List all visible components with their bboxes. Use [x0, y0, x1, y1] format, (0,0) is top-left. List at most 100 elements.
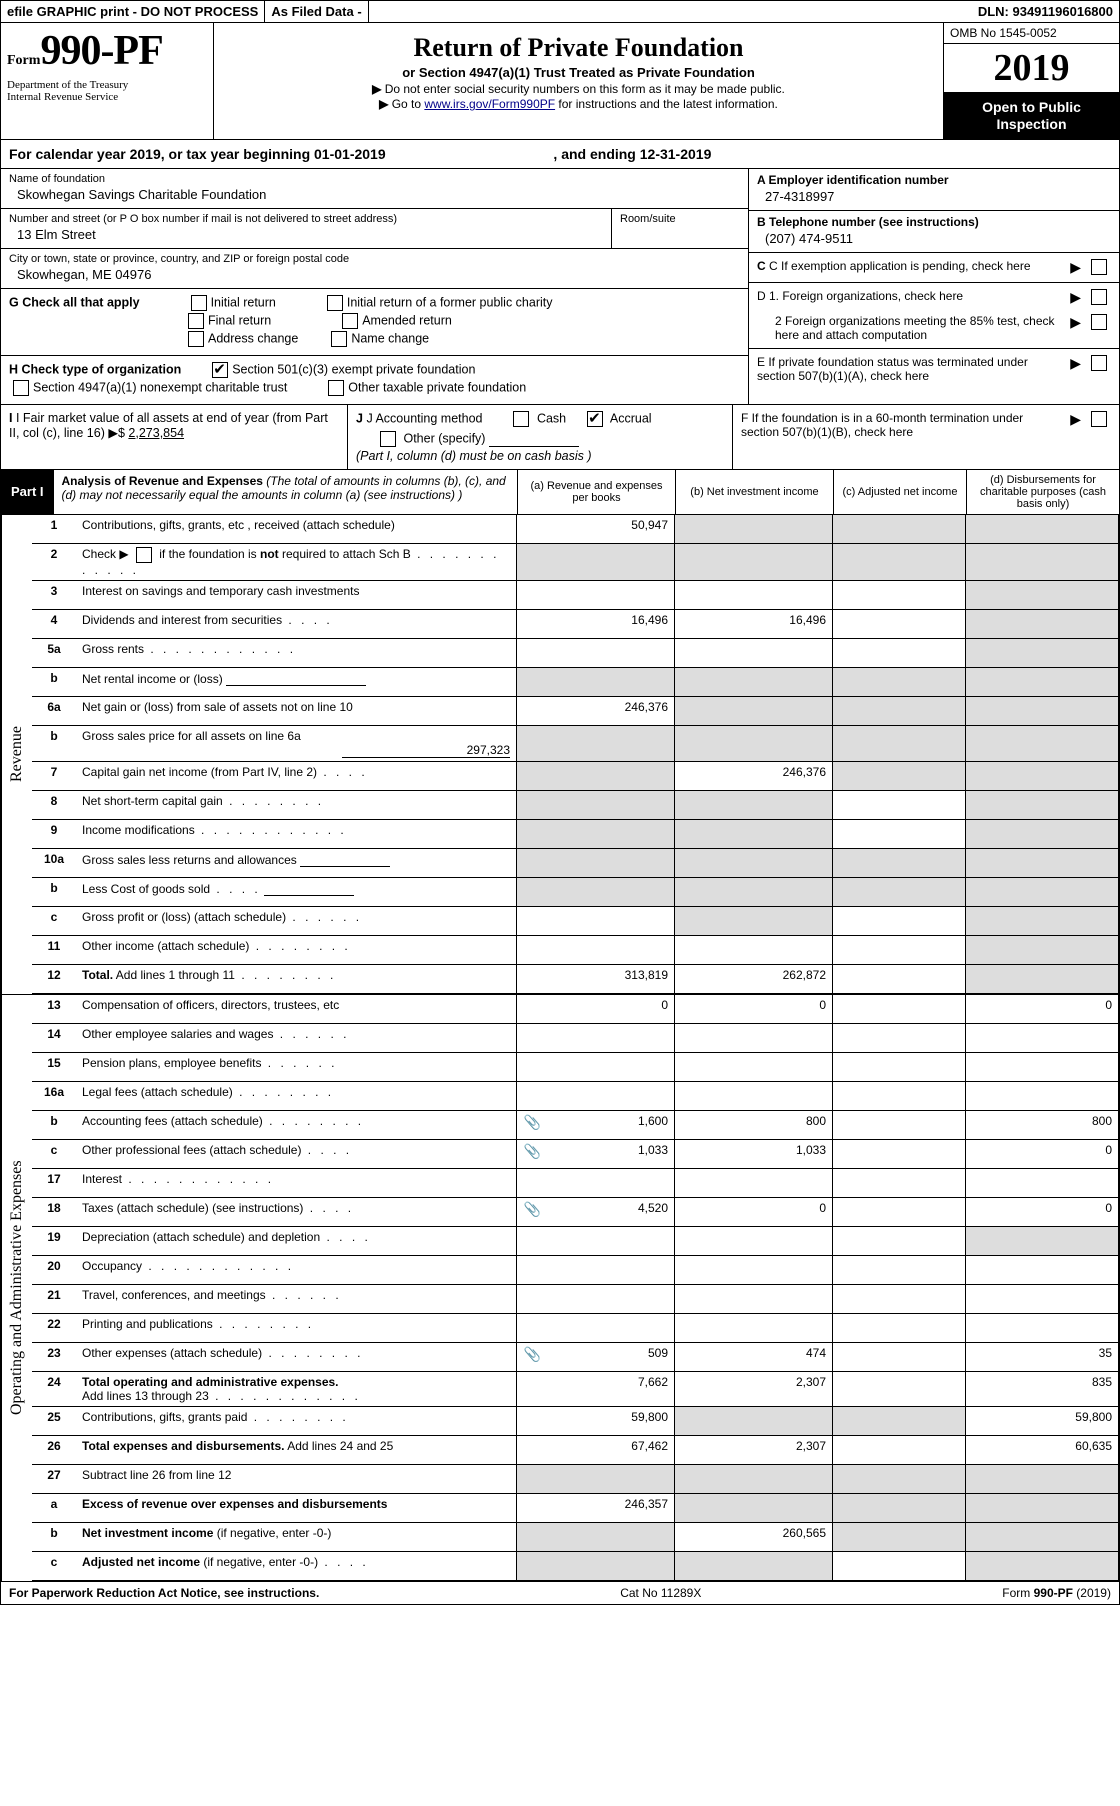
dept-treasury: Department of the Treasury — [7, 79, 207, 91]
d1-label: D 1. Foreign organizations, check here — [757, 289, 1064, 303]
other-method-line — [489, 432, 579, 447]
arrow-icon: ▶ — [1070, 259, 1081, 276]
page-footer: For Paperwork Reduction Act Notice, see … — [1, 1581, 1119, 1604]
expenses-side-label: Operating and Administrative Expenses — [1, 995, 32, 1581]
sec-j: J J Accounting method Cash Accrual Other… — [348, 405, 733, 469]
chk-f[interactable] — [1091, 411, 1107, 427]
chk-other-method[interactable] — [380, 431, 396, 447]
col-c-head: (c) Adjusted net income — [833, 470, 966, 514]
table-row: 4Dividends and interest from securities1… — [32, 609, 1119, 638]
chk-501c3[interactable] — [212, 362, 228, 378]
table-row: 1Contributions, gifts, grants, etc , rec… — [32, 515, 1119, 544]
table-row: aExcess of revenue over expenses and dis… — [32, 1493, 1119, 1522]
footer-catno: Cat No 11289X — [620, 1586, 701, 1600]
table-row: 23Other expenses (attach schedule)📎50947… — [32, 1342, 1119, 1371]
table-row: 24Total operating and administrative exp… — [32, 1371, 1119, 1406]
lbl-address-change: Address change — [208, 331, 298, 345]
chk-name-change[interactable] — [331, 331, 347, 347]
ein-cell: A Employer identification number 27-4318… — [749, 169, 1119, 211]
omb-number: OMB No 1545-0052 — [944, 23, 1119, 44]
chk-cash[interactable] — [513, 411, 529, 427]
cal-year-begin: For calendar year 2019, or tax year begi… — [9, 146, 386, 162]
f-label: F If the foundation is in a 60-month ter… — [741, 411, 1064, 463]
check-h: H Check type of organization Section 501… — [1, 356, 748, 404]
table-row: cAdjusted net income (if negative, enter… — [32, 1551, 1119, 1580]
table-row: 15Pension plans, employee benefits — [32, 1052, 1119, 1081]
table-row: 18Taxes (attach schedule) (see instructi… — [32, 1197, 1119, 1226]
table-row: 8Net short-term capital gain — [32, 790, 1119, 819]
arrow-icon: ▶ — [1070, 411, 1081, 463]
form-number-block: Form990-PF Department of the Treasury In… — [1, 23, 214, 139]
i-value: 2,273,854 — [128, 426, 184, 440]
table-row: 3Interest on savings and temporary cash … — [32, 580, 1119, 609]
efile-label: efile GRAPHIC print - DO NOT PROCESS — [1, 1, 265, 22]
chk-d2[interactable] — [1091, 314, 1107, 330]
asfiled-label: As Filed Data - — [265, 1, 368, 22]
expenses-section: Operating and Administrative Expenses 13… — [1, 994, 1119, 1581]
year-block: OMB No 1545-0052 2019 Open to Public Ins… — [943, 23, 1119, 139]
chk-initial-former[interactable] — [327, 295, 343, 311]
chk-e[interactable] — [1091, 355, 1107, 371]
chk-final-return[interactable] — [188, 313, 204, 329]
table-row: 7Capital gain net income (from Part IV, … — [32, 761, 1119, 790]
g-label: G Check all that apply — [9, 295, 140, 309]
expenses-table: 13Compensation of officers, directors, t… — [32, 995, 1119, 1581]
attachment-icon[interactable]: 📎 — [523, 1201, 541, 1218]
arrow-icon: ▶ — [1070, 314, 1081, 331]
form-subtitle: or Section 4947(a)(1) Trust Treated as P… — [222, 65, 935, 80]
table-row: 20Occupancy — [32, 1255, 1119, 1284]
arrow-icon: ▶ — [1070, 289, 1081, 306]
lbl-other-method: Other (specify) — [403, 431, 485, 445]
ein-value: 27-4318997 — [757, 187, 1111, 206]
d2-label: 2 Foreign organizations meeting the 85% … — [757, 314, 1064, 342]
attachment-icon[interactable]: 📎 — [523, 1114, 541, 1131]
street-label: Number and street (or P O box number if … — [9, 213, 603, 225]
lbl-501c3: Section 501(c)(3) exempt private foundat… — [232, 362, 475, 376]
chk-accrual[interactable] — [587, 411, 603, 427]
title-block: Return of Private Foundation or Section … — [214, 23, 943, 139]
table-row: 25Contributions, gifts, grants paid59,80… — [32, 1406, 1119, 1435]
e-terminated: E If private foundation status was termi… — [749, 349, 1119, 389]
table-row: bAccounting fees (attach schedule)📎1,600… — [32, 1110, 1119, 1139]
table-row: 17Interest — [32, 1168, 1119, 1197]
table-row: bGross sales price for all assets on lin… — [32, 725, 1119, 761]
sec-ijf: I I Fair market value of all assets at e… — [1, 405, 1119, 470]
chk-c[interactable] — [1091, 259, 1107, 275]
table-row: 12Total. Add lines 1 through 11313,81926… — [32, 964, 1119, 993]
instr-goto-pre: Go to — [392, 97, 425, 111]
chk-4947a1[interactable] — [13, 380, 29, 396]
header-row: Form990-PF Department of the Treasury In… — [1, 23, 1119, 140]
street-cell: Number and street (or P O box number if … — [1, 209, 748, 249]
attachment-icon[interactable]: 📎 — [523, 1346, 541, 1363]
chk-other-taxable[interactable] — [328, 380, 344, 396]
chk-address-change[interactable] — [188, 331, 204, 347]
entity-info: Name of foundation Skowhegan Savings Cha… — [1, 169, 1119, 405]
table-row: 19Depreciation (attach schedule) and dep… — [32, 1226, 1119, 1255]
form-title: Return of Private Foundation — [222, 33, 935, 63]
calendar-year-row: For calendar year 2019, or tax year begi… — [1, 140, 1119, 169]
chk-amended-return[interactable] — [342, 313, 358, 329]
col-d-head: (d) Disbursements for charitable purpose… — [966, 470, 1119, 514]
table-row: 11Other income (attach schedule) — [32, 935, 1119, 964]
footer-right: Form 990-PF (2019) — [1002, 1586, 1111, 1600]
table-row: 27Subtract line 26 from line 12 — [32, 1464, 1119, 1493]
chk-schb[interactable] — [136, 547, 152, 563]
instr-goto-post: for instructions and the latest informat… — [555, 97, 778, 111]
revenue-section: Revenue 1Contributions, gifts, grants, e… — [1, 515, 1119, 994]
table-row: 13Compensation of officers, directors, t… — [32, 995, 1119, 1024]
col-b-head: (b) Net investment income — [675, 470, 833, 514]
attachment-icon[interactable]: 📎 — [523, 1143, 541, 1160]
instr-link[interactable]: www.irs.gov/Form990PF — [424, 97, 555, 111]
i-arrow: ▶$ — [108, 426, 125, 440]
chk-initial-return[interactable] — [191, 295, 207, 311]
table-row: 10aGross sales less returns and allowanc… — [32, 848, 1119, 877]
table-row: 6aNet gain or (loss) from sale of assets… — [32, 696, 1119, 725]
chk-d1[interactable] — [1091, 289, 1107, 305]
lbl-4947a1: Section 4947(a)(1) nonexempt charitable … — [33, 380, 287, 394]
foundation-name: Skowhegan Savings Charitable Foundation — [9, 185, 740, 204]
table-row: 5aGross rents — [32, 638, 1119, 667]
table-row: 14Other employee salaries and wages — [32, 1023, 1119, 1052]
name-label: Name of foundation — [9, 173, 740, 185]
phone-value: (207) 474-9511 — [757, 229, 1111, 248]
dln-label: DLN: 93491196016800 — [972, 1, 1119, 22]
